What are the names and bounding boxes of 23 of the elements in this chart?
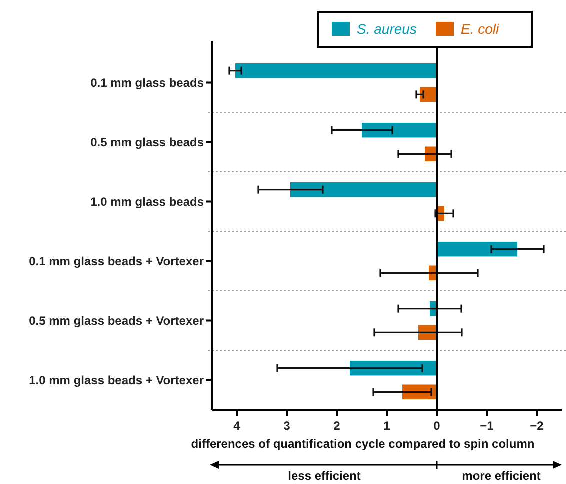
- x-tick-label: 3: [284, 419, 291, 433]
- x-tick-label: 4: [234, 419, 241, 433]
- text: more efficient: [462, 469, 541, 483]
- x-axis-title: differences of quantification cycle compared to spin column: [191, 437, 535, 451]
- y-tick-label: 0.1 mm glass beads + Vortexer: [29, 254, 204, 268]
- y-tick-label: 0.1 mm glass beads: [90, 76, 204, 90]
- legend-label: S. aureus: [357, 20, 417, 37]
- x-tick-label: 1: [384, 419, 391, 433]
- y-tick-label: 1.0 mm glass beads + Vortexer: [29, 373, 204, 388]
- x-tick-label: −2: [530, 419, 544, 433]
- y-tick-label: 1.0 mm glass beads: [90, 194, 204, 209]
- bar: [290, 182, 437, 198]
- bar: [362, 122, 437, 138]
- bar: [236, 63, 437, 78]
- y-tick-label: 0.5 mm glass beads + Vortexer: [29, 314, 204, 328]
- x-tick-label: 0: [434, 419, 441, 433]
- text: less efficient: [288, 469, 361, 483]
- bar: [437, 242, 518, 257]
- x-tick-label: 2: [334, 419, 341, 433]
- x-tick-label: −1: [480, 419, 494, 433]
- legend-label: E. coli: [461, 20, 500, 37]
- bar: [350, 360, 437, 376]
- y-tick-label: 0.5 mm glass beads: [90, 135, 204, 150]
